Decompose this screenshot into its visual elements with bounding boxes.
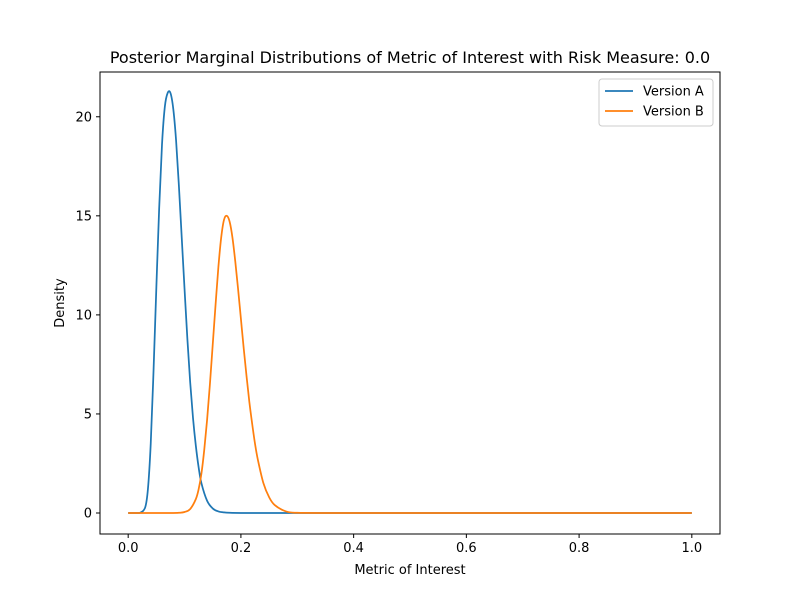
x-axis-label: Metric of Interest — [354, 563, 465, 578]
x-tick-label: 0.2 — [231, 541, 252, 556]
legend-label: Version B — [643, 105, 704, 120]
plot-area: 0.0 0.2 0.4 0.6 0.8 1.0 0 5 10 15 20 — [75, 71, 721, 556]
y-axis-ticks: 0 5 10 15 20 — [75, 110, 100, 522]
y-tick-label: 20 — [75, 110, 92, 125]
axes-frame — [99, 71, 721, 535]
y-tick-label: 0 — [84, 507, 92, 522]
x-tick-label: 0.8 — [569, 541, 590, 556]
legend-label: Version A — [643, 85, 704, 100]
x-tick-label: 0.4 — [343, 541, 364, 556]
y-tick-label: 5 — [84, 407, 92, 422]
y-tick-label: 10 — [75, 308, 92, 323]
y-tick-label: 15 — [75, 209, 92, 224]
x-axis-ticks: 0.0 0.2 0.4 0.6 0.8 1.0 — [118, 534, 702, 556]
x-tick-label: 0.0 — [118, 541, 139, 556]
series-layer — [128, 90, 692, 514]
y-axis-label: Density — [53, 278, 68, 328]
x-tick-label: 0.6 — [456, 541, 477, 556]
legend: Version A Version B — [598, 78, 714, 127]
chart-title: Posterior Marginal Distributions of Metr… — [110, 48, 710, 67]
x-tick-label: 1.0 — [681, 541, 702, 556]
series-line-version-b — [128, 214, 692, 514]
